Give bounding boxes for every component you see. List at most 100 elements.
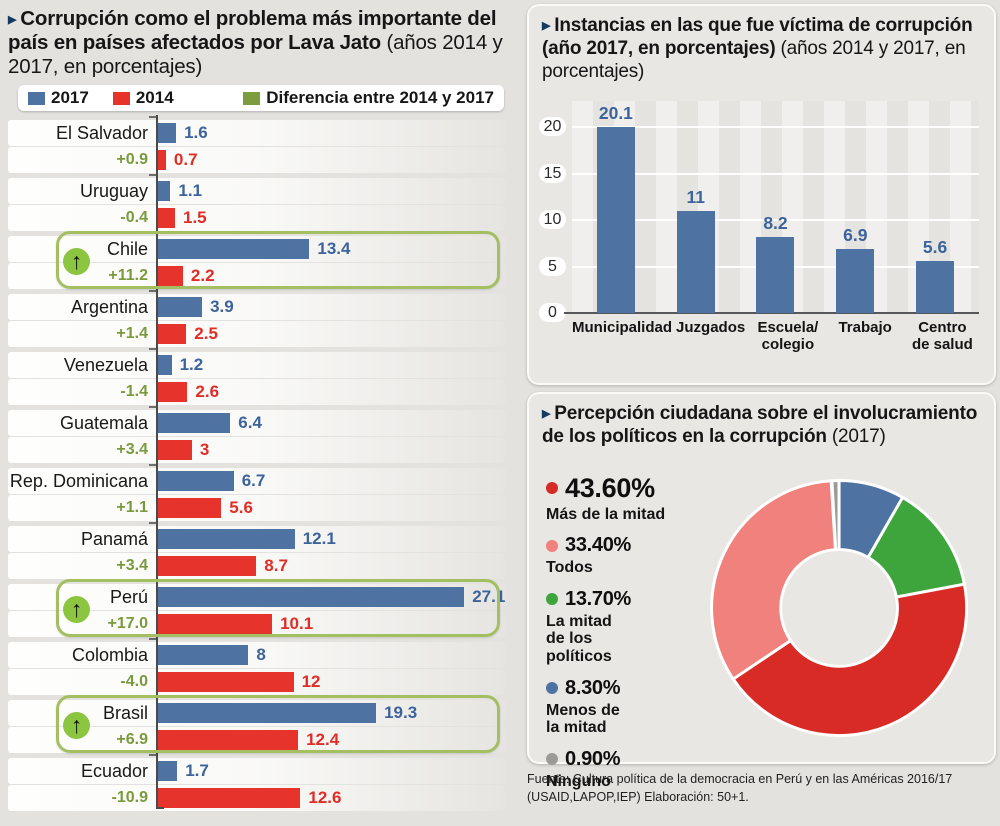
bar-row-2014: +11.2 2.2: [8, 263, 506, 290]
victim-panel: Instancias en las que fue víctima de cor…: [527, 4, 996, 385]
country-group-chile: ↑ Chile 13.4 +11.2 2.2: [8, 231, 506, 290]
victim-title: Instancias en las que fue víctima de cor…: [542, 15, 981, 83]
bar-2014: [158, 788, 301, 809]
diff-label: +1.4: [116, 325, 148, 343]
value-2014: 2.5: [194, 324, 218, 344]
victim-bar: [836, 249, 875, 314]
bar-cell: 6.9: [815, 101, 895, 314]
donut-legend-head: 13.70%: [546, 588, 697, 611]
bullet-icon: [542, 15, 554, 36]
country-group-colombia: Colombia 8 -4.0 12: [8, 638, 506, 696]
country-label: Perú: [109, 587, 148, 608]
bar-row-2014: -10.9 12.6: [8, 785, 506, 812]
bar-area: 6.4: [156, 410, 506, 436]
diff-label: -4.0: [120, 673, 148, 691]
bar-row-2017: Colombia 8: [8, 642, 506, 669]
bar-2014: [158, 556, 257, 577]
diff-label: +17.0: [107, 615, 148, 633]
bar-area: 2.5: [156, 321, 506, 347]
country-group-brasil: ↑ Brasil 19.3 +6.9 12.4: [8, 695, 506, 754]
perception-title-bold: Percepción ciudadana sobre el involucram…: [542, 403, 978, 447]
victim-bar: [916, 261, 955, 314]
country-group-uruguay: Uruguay 1.1 -0.4 1.5: [8, 174, 506, 232]
bar-2014: [158, 672, 294, 693]
bar-2017: [158, 123, 177, 144]
x-tick-label: Municipalidad: [572, 319, 673, 337]
bar-2014: [158, 266, 183, 287]
bar-area: 2.2: [156, 263, 506, 289]
country-label: Ecuador: [80, 761, 148, 782]
legend-label: 2017: [51, 88, 89, 108]
up-arrow-icon: ↑: [63, 247, 90, 275]
legend-dot: [546, 753, 558, 766]
bar-row-2014: -4.0 12: [8, 669, 506, 696]
legend-swatch: [28, 91, 45, 105]
legend-dot: [546, 482, 558, 495]
donut-chart: [709, 478, 968, 737]
donut-legend-head: 33.40%: [546, 534, 697, 557]
lavajato-title-light: (años 2014 y 2017, en porcentajes): [8, 30, 503, 78]
bar-2017: [158, 355, 172, 376]
bar-2014: [158, 614, 273, 635]
diff-label: +6.9: [116, 731, 148, 749]
victim-chart: 0 5 10 15 20 20.1 11 8.2 6.9 5.6 Municipalidad Juz…: [539, 101, 981, 354]
legend-dot: [546, 539, 558, 552]
y-tick-label: 20: [539, 117, 566, 137]
gridline: [572, 126, 979, 129]
bar-2017: [158, 529, 295, 550]
legend-swatch: [112, 91, 130, 105]
country-label: Argentina: [70, 297, 148, 318]
bar-row-2017: Argentina 3.9: [8, 294, 506, 321]
bar-2017: [158, 703, 377, 724]
diff-label: +3.4: [116, 557, 148, 575]
bar-area: 12.1: [156, 526, 506, 552]
country-group-venezuela: Venezuela 1.2 -1.4 2.6: [8, 348, 506, 406]
legend-label: Todos: [546, 559, 593, 577]
bar-2017: [158, 239, 310, 260]
bar-row-2014: -0.4 1.5: [8, 205, 506, 232]
bar-2017: [158, 761, 178, 782]
donut-legend-item: 8.30% Menos de la mitad: [546, 677, 697, 737]
victim-plot: 0 5 10 15 20 20.1 11 8.2 6.9 5.6: [539, 101, 979, 323]
donut-slice-todos: [709, 478, 837, 681]
value-2014: 12.6: [308, 788, 342, 808]
diff-label: -1.4: [120, 383, 148, 401]
perception-panel: Percepción ciudadana sobre el involucram…: [527, 392, 996, 790]
donut-legend-item: 0.90% Ninguno: [546, 748, 697, 791]
bar-area: 12.4: [156, 727, 506, 753]
country-label: Venezuela: [63, 355, 148, 376]
bar-2017: [158, 413, 231, 434]
value-2014: 10.1: [280, 614, 314, 634]
bar-2014: [158, 382, 188, 403]
value-2017: 27.1: [472, 587, 506, 607]
bar-area: 3.9: [156, 294, 506, 320]
bar-2014: [158, 150, 166, 171]
bar-2014: [158, 324, 187, 345]
value-2014: 2.6: [195, 382, 220, 402]
value-2014: 2.2: [190, 266, 215, 286]
legend-label: La mitad de los políticos: [546, 612, 612, 665]
donut-legend-item: 13.70% La mitad de los políticos: [546, 588, 697, 666]
y-tick-label: 15: [539, 163, 566, 183]
country-group-ecuador: Ecuador 1.7 -10.9 12.6: [8, 754, 506, 812]
bar-area: 3: [156, 437, 506, 463]
donut-legend-item: 43.60% Más de la mitad: [546, 473, 697, 524]
bar-row-2017: El Salvador 1.6: [8, 120, 506, 147]
lavajato-rows: El Salvador 1.6 +0.9 0.7 Uruguay 1.1 -0.4 1.5 ↑ C…: [8, 115, 516, 812]
country-group-argentina: Argentina 3.9 +1.4 2.5: [8, 290, 506, 348]
bar-2017: [158, 645, 249, 666]
bar-area: 1.6: [156, 120, 506, 146]
value-2014: 0.7: [173, 150, 198, 170]
value-2017: 6.7: [241, 471, 266, 491]
source-line-1: Fuente: Cultura política de la democraci…: [527, 772, 953, 786]
victim-bar-value: 20.1: [598, 102, 633, 123]
legend-item: 2014: [112, 88, 174, 108]
bar-row-2014: +1.1 5.6: [8, 495, 506, 522]
x-tick-label: Escuela/ colegio: [757, 319, 819, 354]
country-label: Panamá: [80, 529, 148, 550]
diff-label: -10.9: [111, 789, 148, 807]
x-tick-label: Juzgados: [676, 319, 746, 337]
bar-area: 1.5: [156, 205, 506, 231]
value-2017: 13.4: [317, 239, 351, 259]
legend-swatch: [243, 91, 261, 105]
